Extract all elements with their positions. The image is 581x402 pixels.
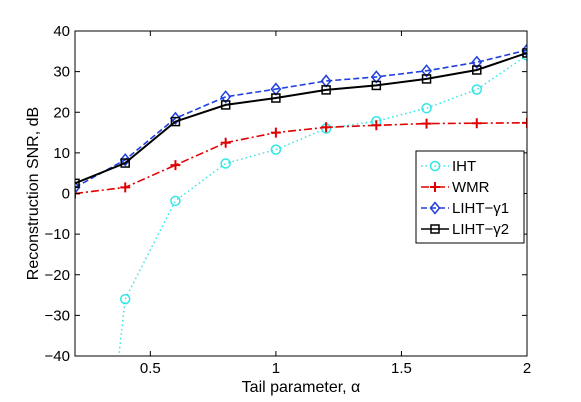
y-tick-label: −40 bbox=[45, 348, 70, 365]
legend-entry: LIHT−γ2 bbox=[452, 221, 509, 238]
legend-entry: LIHT−γ1 bbox=[452, 200, 509, 217]
series-layer bbox=[75, 43, 527, 356]
data-point bbox=[421, 64, 433, 78]
series-line bbox=[75, 51, 527, 185]
data-point bbox=[522, 48, 527, 58]
y-axis-label: Reconstruction SNR, dB bbox=[25, 107, 42, 280]
data-point bbox=[119, 293, 131, 305]
data-point bbox=[371, 120, 382, 131]
data-point bbox=[472, 65, 482, 75]
y-tick-label: 30 bbox=[53, 64, 70, 81]
data-point bbox=[220, 158, 231, 169]
x-tick-label: 2 bbox=[523, 360, 531, 377]
series-1 bbox=[118, 50, 527, 356]
data-point bbox=[120, 182, 131, 193]
data-point bbox=[220, 137, 231, 148]
x-axis-label: Tail parameter, α bbox=[242, 379, 361, 396]
y-tick-label: −30 bbox=[45, 307, 70, 324]
data-point bbox=[471, 55, 483, 69]
data-point bbox=[270, 127, 281, 138]
data-point bbox=[220, 100, 231, 110]
y-tick-label: −20 bbox=[45, 267, 70, 284]
data-point bbox=[421, 74, 432, 84]
data-point bbox=[119, 153, 131, 167]
y-tick-label: 0 bbox=[62, 186, 70, 203]
series-line bbox=[75, 49, 527, 189]
data-point bbox=[270, 144, 282, 155]
data-point bbox=[75, 180, 81, 195]
legend-marker bbox=[430, 182, 440, 192]
data-point bbox=[421, 118, 432, 129]
y-tick-label: −10 bbox=[45, 226, 70, 243]
data-point bbox=[522, 117, 527, 128]
legend-marker bbox=[430, 224, 440, 234]
series-line bbox=[75, 122, 527, 195]
legend-entry: IHT bbox=[452, 158, 476, 175]
y-tick-label: 20 bbox=[53, 104, 70, 121]
series-4 bbox=[75, 48, 527, 189]
ticks-layer: 0.5 1 1.5 2 −40 −30 −20 −10 0 10 20 30 40 bbox=[45, 23, 532, 377]
series-line bbox=[118, 54, 527, 356]
series-2 bbox=[75, 117, 527, 199]
data-point bbox=[321, 122, 332, 133]
x-tick-label: 1.5 bbox=[391, 360, 412, 377]
data-point bbox=[271, 93, 281, 103]
data-point bbox=[370, 70, 382, 84]
data-point bbox=[321, 85, 331, 95]
legend-box bbox=[415, 150, 525, 244]
data-point bbox=[220, 90, 232, 104]
legend: IHT WMR LIHT−γ1 LIHT−γ2 bbox=[415, 150, 525, 244]
data-point bbox=[170, 195, 181, 207]
data-point bbox=[75, 178, 80, 189]
data-point bbox=[169, 111, 181, 126]
data-point bbox=[170, 160, 181, 171]
legend-marker bbox=[429, 201, 441, 215]
data-point bbox=[421, 102, 432, 114]
data-point bbox=[170, 116, 181, 127]
data-point bbox=[120, 158, 130, 168]
y-tick-label: 10 bbox=[53, 145, 70, 162]
legend-marker bbox=[429, 160, 441, 172]
data-point bbox=[371, 80, 382, 91]
data-point bbox=[471, 84, 483, 95]
data-point bbox=[471, 118, 482, 129]
x-tick-label: 0.5 bbox=[140, 360, 161, 377]
legend-entry: WMR bbox=[452, 179, 490, 196]
x-tick-label: 1 bbox=[272, 360, 280, 377]
y-tick-label: 40 bbox=[53, 23, 70, 40]
